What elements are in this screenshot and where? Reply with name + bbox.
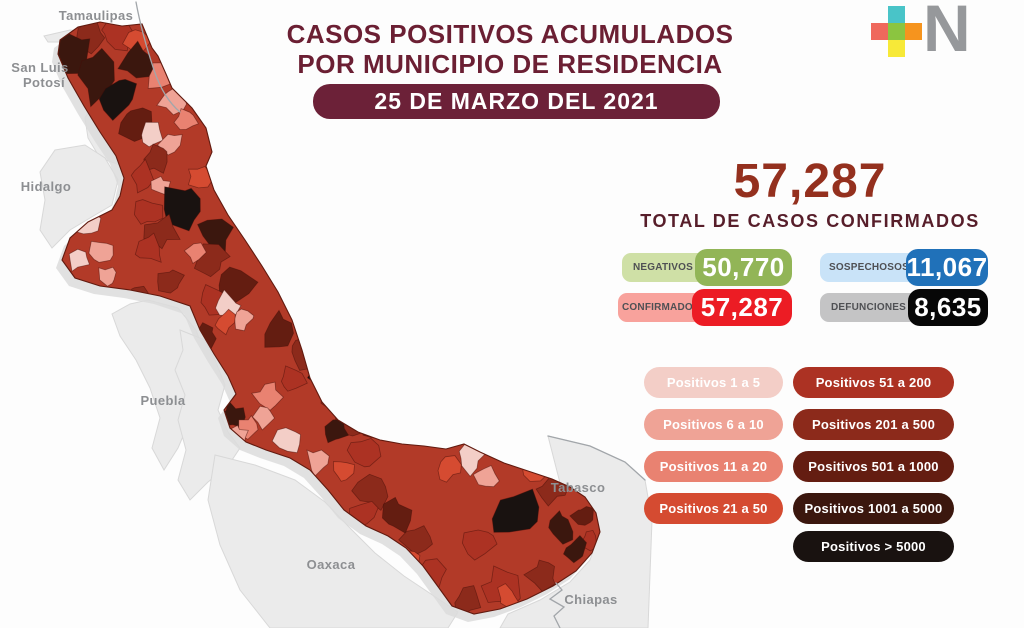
map-municipality-cell <box>117 40 154 79</box>
map-municipality-cell <box>183 242 207 265</box>
page-title: CASOS POSITIVOS ACUMULADOS POR MUNICIPIO… <box>270 19 750 79</box>
legend-positivos-11-20: Positivos 11 a 20 <box>644 451 783 482</box>
stat-label: SOSPECHOSOS <box>829 262 909 273</box>
state-label-tabasco: Tabasco <box>551 480 606 495</box>
state-label-oaxaca: Oaxaca <box>307 557 356 572</box>
map-municipality-cell <box>68 248 91 273</box>
map-municipality-cell <box>141 121 164 148</box>
tabasco-coast-line <box>547 435 646 481</box>
chiapas-border-line <box>548 582 566 628</box>
map-municipality-cell <box>130 158 155 194</box>
stat-badge-confirmados: CONFIRMADOS 57,287 <box>618 289 792 326</box>
map-municipality-cell <box>214 308 236 336</box>
map-municipality-cell <box>98 266 117 287</box>
map-municipality-cell <box>173 108 200 131</box>
map-municipality-cell <box>332 461 356 482</box>
map-municipality-cell <box>88 240 114 263</box>
map-municipality-cell <box>569 506 594 526</box>
state-label-hidalgo: Hidalgo <box>21 179 71 194</box>
map-municipality-cell <box>234 308 255 332</box>
page-title-line2: POR MUNICIPIO DE RESIDENCIA <box>297 49 723 79</box>
mas-noticias-logo: N <box>871 0 981 68</box>
map-municipality-cell <box>264 309 294 348</box>
stat-badge-defunciones: DEFUNCIONES 8,635 <box>820 289 988 326</box>
map-municipality-cell <box>491 488 540 533</box>
map-municipality-cell <box>437 455 462 483</box>
map-municipality-cell <box>472 464 500 488</box>
legend-positivos-51-200: Positivos 51 a 200 <box>793 367 954 398</box>
logo-plus-top-icon <box>888 6 905 23</box>
state-label-san-luis: San Luis <box>11 60 68 75</box>
stat-label: CONFIRMADOS <box>622 302 700 313</box>
stat-value-pill: 11,067 <box>906 249 988 286</box>
map-municipality-cell <box>187 166 213 189</box>
legend-positivos-501-1000: Positivos 501 a 1000 <box>793 451 954 482</box>
map-municipality-cell <box>250 381 284 411</box>
map-municipality-cell <box>306 449 330 477</box>
total-confirmed-number: 57,287 <box>733 155 887 208</box>
stat-label: NEGATIVOS <box>633 262 693 273</box>
map-municipality-cell <box>157 269 185 294</box>
page-title-line1: CASOS POSITIVOS ACUMULADOS <box>286 19 734 49</box>
tamaulipas-coastline <box>135 1 181 113</box>
neighbor-state-hidalgo <box>39 144 119 249</box>
logo-plus-center-icon <box>888 23 905 40</box>
stat-value-pill: 8,635 <box>908 289 988 326</box>
map-municipality-cell <box>398 525 433 556</box>
map-municipality-cell <box>381 496 413 534</box>
map-municipality-cell <box>143 143 168 174</box>
logo-plus-left-icon <box>871 23 888 40</box>
state-label-potosí: Potosí <box>23 75 65 90</box>
map-municipality-cell <box>98 78 138 121</box>
map-municipality-cell <box>163 186 201 232</box>
map-municipality-cell <box>563 535 587 564</box>
stat-badge-negativos: NEGATIVOS 50,770 <box>622 249 792 286</box>
state-label-tamaulipas: Tamaulipas <box>59 8 134 23</box>
stat-value-pill: 57,287 <box>692 289 792 326</box>
map-municipality-cell <box>133 199 164 225</box>
logo-plus-bottom-icon <box>888 40 905 57</box>
legend-positivos-gt-5000: Positivos > 5000 <box>793 531 954 562</box>
legend-positivos-201-500: Positivos 201 a 500 <box>793 409 954 440</box>
map-municipality-cell <box>461 529 498 561</box>
map-municipality-cell <box>251 405 276 431</box>
total-confirmed-label: TOTAL DE CASOS CONFIRMADOS <box>640 211 980 231</box>
map-municipality-cell <box>134 232 162 263</box>
map-municipality-cell <box>271 427 301 454</box>
logo-plus-right-icon <box>905 23 922 40</box>
legend-positivos-1-5: Positivos 1 a 5 <box>644 367 783 398</box>
map-municipality-cell <box>346 437 382 468</box>
map-municipality-cell <box>548 510 574 545</box>
legend-positivos-1001-5000: Positivos 1001 a 5000 <box>793 493 954 524</box>
legend-positivos-21-50: Positivos 21 a 50 <box>644 493 783 524</box>
date-banner: 25 DE MARZO DEL 2021 <box>313 84 720 119</box>
legend-positivos-6-10: Positivos 6 a 10 <box>644 409 783 440</box>
neighbor-states-layer <box>39 25 653 628</box>
stat-value-pill: 50,770 <box>695 249 792 286</box>
stat-label: DEFUNCIONES <box>831 302 906 313</box>
state-label-chiapas: Chiapas <box>564 592 617 607</box>
stat-badge-sospechosos: SOSPECHOSOS 11,067 <box>820 249 988 286</box>
state-label-puebla: Puebla <box>140 393 185 408</box>
logo-letter: N <box>923 0 971 65</box>
map-municipality-cell <box>280 365 308 392</box>
